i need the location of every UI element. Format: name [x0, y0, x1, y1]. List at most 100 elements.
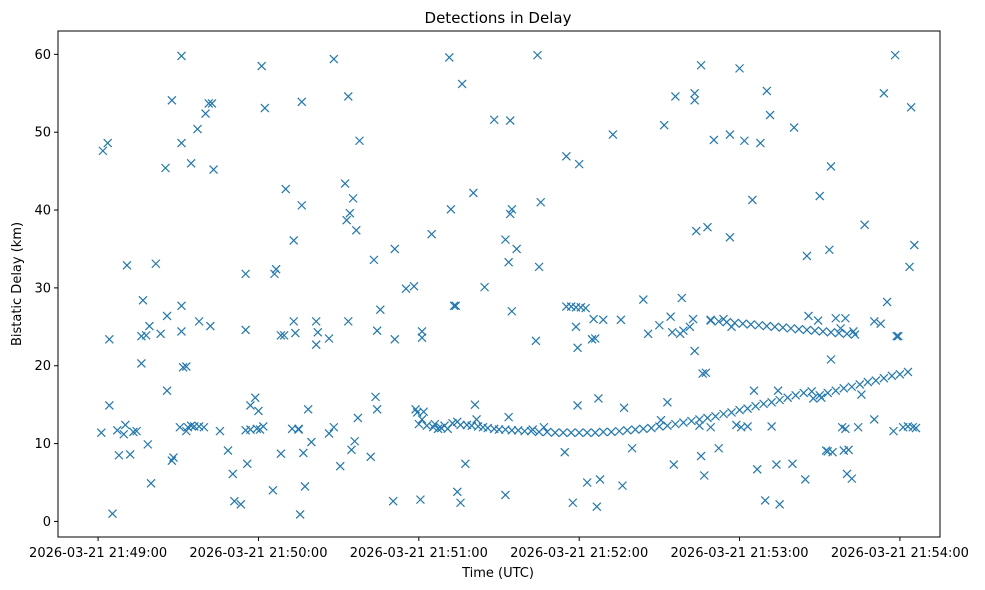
- y-tick-label: 10: [34, 437, 51, 452]
- data-point: [893, 331, 903, 341]
- data-point: [300, 481, 310, 491]
- data-point: [808, 394, 818, 403]
- data-point: [850, 330, 860, 340]
- data-point: [836, 323, 845, 333]
- data-point: [289, 235, 299, 245]
- data-point: [409, 281, 419, 291]
- data-point: [138, 295, 148, 305]
- data-point: [614, 426, 624, 436]
- data-point: [156, 329, 166, 339]
- data-point: [388, 496, 398, 506]
- data-point: [587, 334, 597, 344]
- data-point: [751, 401, 761, 411]
- data-point: [719, 409, 728, 419]
- data-point: [512, 244, 522, 254]
- data-point: [706, 422, 716, 432]
- data-point: [507, 306, 517, 316]
- data-point: [622, 425, 632, 435]
- data-point: [847, 382, 857, 392]
- data-point: [905, 262, 914, 272]
- y-tick-label: 60: [34, 48, 51, 63]
- data-point: [340, 179, 350, 189]
- data-point: [98, 146, 108, 156]
- data-point: [186, 421, 196, 431]
- data-point: [762, 86, 772, 96]
- data-point: [236, 499, 246, 509]
- data-point: [760, 495, 770, 505]
- data-point: [276, 449, 286, 459]
- data-point: [561, 151, 571, 161]
- data-point: [448, 418, 457, 428]
- data-point: [856, 390, 866, 399]
- x-tick-label: 2026-03-21 21:49:00: [29, 546, 167, 561]
- data-point: [114, 450, 124, 460]
- data-point: [298, 448, 308, 458]
- data-point: [96, 428, 106, 438]
- data-point: [911, 423, 921, 433]
- data-point: [818, 327, 828, 336]
- data-point: [241, 269, 251, 279]
- y-tick-label: 40: [34, 204, 51, 219]
- data-point: [209, 165, 218, 174]
- data-point: [531, 336, 541, 346]
- data-point: [329, 54, 339, 64]
- data-point: [143, 439, 153, 449]
- x-axis-label: Time (UTC): [461, 566, 534, 581]
- data-point: [125, 450, 135, 459]
- data-point: [169, 453, 178, 463]
- x-tick-label: 2026-03-21 21:52:00: [510, 546, 648, 561]
- data-point: [345, 208, 355, 218]
- data-point: [177, 138, 186, 148]
- data-point: [909, 240, 919, 250]
- data-point: [347, 445, 356, 455]
- data-point: [869, 316, 879, 326]
- plot-area-frame: [57, 30, 941, 538]
- data-point: [882, 297, 892, 307]
- data-point: [646, 423, 656, 433]
- data-point: [550, 428, 560, 438]
- data-point: [324, 429, 334, 438]
- data-point: [778, 323, 788, 333]
- data-point: [709, 135, 719, 145]
- data-point: [699, 471, 709, 480]
- data-point: [414, 419, 424, 429]
- data-point: [536, 197, 546, 207]
- data-point: [162, 386, 172, 396]
- data-point: [533, 50, 542, 60]
- data-point: [765, 110, 775, 120]
- data-point: [903, 367, 913, 377]
- data-point: [746, 320, 756, 329]
- data-point: [595, 474, 605, 484]
- data-point: [731, 420, 741, 430]
- data-point: [351, 225, 361, 235]
- data-point: [279, 330, 289, 340]
- y-axis: 0 10 20 30 40 50 60: [34, 48, 58, 530]
- data-point: [411, 404, 421, 414]
- data-point: [242, 459, 252, 469]
- data-point: [844, 445, 854, 455]
- data-point: [826, 162, 836, 171]
- data-point: [855, 379, 865, 389]
- data-point: [714, 443, 724, 453]
- data-point: [695, 421, 704, 431]
- data-point: [666, 312, 676, 322]
- data-point: [889, 426, 898, 436]
- data-point: [366, 452, 376, 462]
- data-point: [823, 388, 833, 398]
- data-point: [688, 314, 698, 324]
- data-point: [887, 371, 897, 381]
- data-point: [456, 498, 465, 508]
- data-point: [840, 313, 850, 323]
- data-point: [343, 316, 353, 326]
- data-point: [161, 163, 170, 173]
- data-point: [446, 204, 456, 214]
- data-point: [534, 427, 544, 437]
- data-point: [826, 327, 836, 337]
- data-point: [167, 95, 177, 105]
- data-point: [786, 323, 796, 333]
- data-point: [290, 328, 300, 338]
- data-point: [574, 159, 584, 169]
- data-point: [167, 456, 177, 466]
- data-point: [294, 424, 303, 434]
- x-tick-label: 2026-03-21 21:54:00: [831, 546, 969, 561]
